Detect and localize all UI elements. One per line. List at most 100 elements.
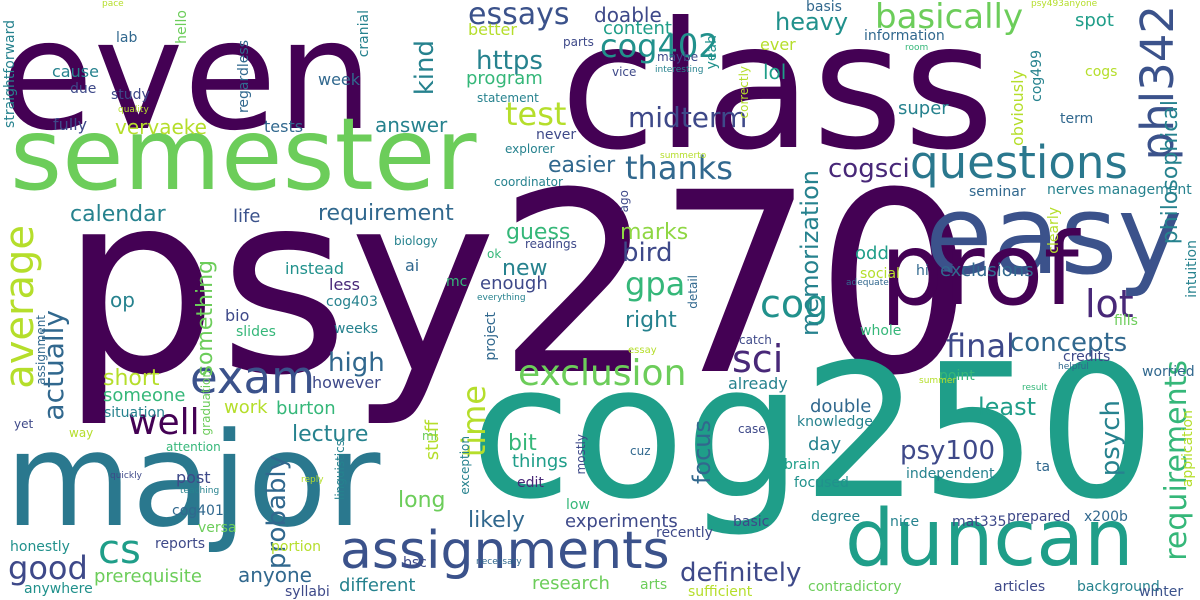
word-53: marks xyxy=(620,220,689,245)
word-83: work xyxy=(224,397,268,418)
word-100: brain xyxy=(784,457,820,473)
word-198: reply xyxy=(301,475,324,485)
word-82: someone xyxy=(103,385,186,406)
word-91: fully xyxy=(53,115,88,134)
word-76: day xyxy=(808,434,842,455)
word-122: reports xyxy=(155,536,206,552)
word-138: mostly xyxy=(574,434,588,475)
word-9: assignments xyxy=(340,521,670,581)
word-157: clearly xyxy=(1046,207,1062,254)
word-182: yeah xyxy=(704,35,720,70)
word-117: edit xyxy=(517,475,544,491)
word-153: ta xyxy=(1036,459,1051,475)
word-156: intuition xyxy=(1184,240,1200,298)
word-170: pace xyxy=(102,0,124,9)
word-41: kind xyxy=(410,40,440,96)
word-3: even xyxy=(0,0,374,164)
word-118: bsc xyxy=(403,555,427,571)
word-126: situation xyxy=(104,405,165,421)
word-10: exam xyxy=(190,351,315,404)
word-58: philosophical xyxy=(1158,100,1183,245)
word-174: quality xyxy=(118,105,149,115)
word-74: program xyxy=(466,68,543,89)
word-63: anyone xyxy=(238,563,312,587)
word-35: concepts xyxy=(1010,328,1128,358)
word-106: nice xyxy=(890,514,920,530)
word-164: room xyxy=(905,43,929,53)
word-161: term xyxy=(1060,111,1094,127)
word-135: ml xyxy=(422,429,438,443)
word-55: short xyxy=(103,366,160,391)
word-64: vervaeke xyxy=(115,115,207,139)
word-47: requirement xyxy=(318,201,454,226)
word-110: winter xyxy=(1139,584,1184,600)
word-131: ok xyxy=(487,247,502,261)
word-124: cog401 xyxy=(172,503,224,519)
word-189: detail xyxy=(686,275,700,309)
word-93: cause xyxy=(52,62,99,81)
word-145: adequate xyxy=(846,278,889,288)
word-175: regardless xyxy=(236,40,252,114)
word-136: linguistics xyxy=(333,440,347,500)
word-163: cog499 xyxy=(1029,50,1045,102)
word-125: versa xyxy=(198,520,237,536)
word-68: exclusions xyxy=(940,260,1034,281)
word-121: honestly xyxy=(10,539,70,555)
word-70: enough xyxy=(480,273,548,294)
word-65: answer xyxy=(375,113,448,137)
word-137: exception xyxy=(458,436,472,495)
word-15: well xyxy=(128,402,200,443)
word-172: due xyxy=(70,81,97,97)
word-18: cog xyxy=(760,282,829,326)
word-104: articles xyxy=(994,579,1046,595)
word-178: statement xyxy=(477,91,539,105)
word-37: psych xyxy=(1096,400,1126,477)
word-181: maybe xyxy=(657,50,699,64)
word-146: hi xyxy=(916,263,929,279)
word-78: research xyxy=(532,573,610,594)
word-108: x200b xyxy=(1084,509,1128,525)
word-99: knowledge xyxy=(797,414,873,430)
word-79: different xyxy=(339,575,416,596)
word-133: biology xyxy=(394,234,438,248)
word-32: psy100 xyxy=(900,436,996,466)
word-120: anywhere xyxy=(24,581,93,597)
word-150: helpful xyxy=(1058,362,1089,372)
word-33: cogsci xyxy=(828,154,910,184)
word-45: least xyxy=(978,393,1037,421)
word-92: tests xyxy=(264,117,304,136)
word-48: lecture xyxy=(292,422,369,447)
word-86: instead xyxy=(285,259,344,278)
word-71: spot xyxy=(1075,10,1114,31)
word-2: class xyxy=(560,0,995,189)
word-184: never xyxy=(536,127,577,143)
word-26: cog402 xyxy=(600,27,719,65)
word-152: credits xyxy=(1063,349,1111,365)
word-186: coordinator xyxy=(494,175,563,189)
word-102: independent xyxy=(906,466,995,482)
word-46: calendar xyxy=(70,202,166,227)
word-22: test xyxy=(505,95,567,133)
word-128: weeks xyxy=(334,321,379,337)
word-197: teaching xyxy=(180,486,220,496)
word-112: arts xyxy=(640,577,668,593)
word-143: social xyxy=(860,266,900,282)
word-114: sufficient xyxy=(688,584,753,600)
word-134: project xyxy=(483,312,499,361)
word-103: prepared xyxy=(1007,509,1071,525)
word-0: psy270 xyxy=(60,139,975,430)
word-34: definitely xyxy=(680,558,802,588)
word-87: ai xyxy=(405,256,420,275)
word-59: easier xyxy=(548,153,616,178)
word-116: low xyxy=(566,497,590,513)
word-60: doable xyxy=(594,3,662,27)
word-191: graduation xyxy=(199,370,213,436)
word-173: study xyxy=(111,87,150,103)
word-169: hello xyxy=(174,10,190,44)
word-4: major xyxy=(5,404,381,556)
word-49: long xyxy=(398,488,446,513)
word-195: attention xyxy=(166,440,221,454)
word-113: recently xyxy=(656,525,713,541)
word-179: vice xyxy=(612,65,637,79)
word-171: lab xyxy=(116,30,138,46)
